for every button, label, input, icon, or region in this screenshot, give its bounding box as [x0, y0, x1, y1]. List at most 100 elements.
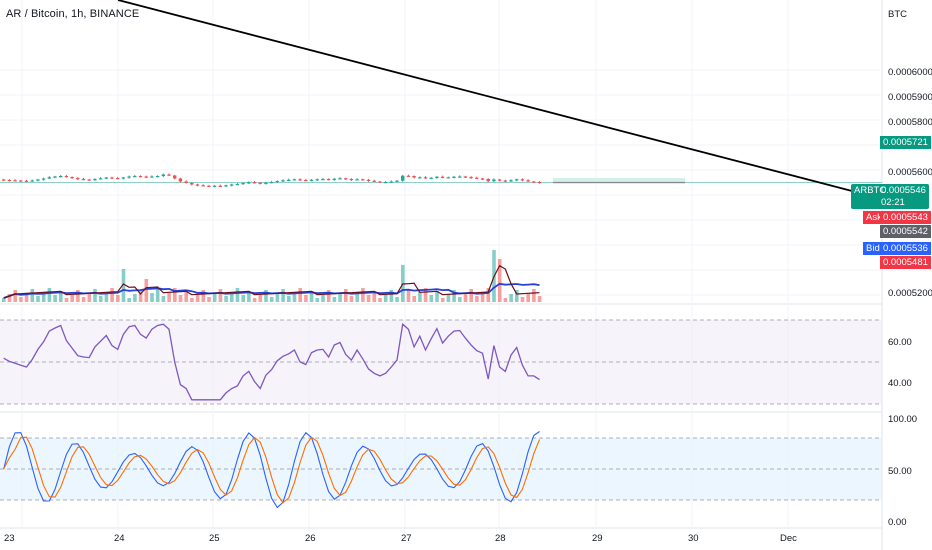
volume-bar: [19, 297, 23, 302]
candle: [532, 180, 536, 183]
stoch-rsi-pane[interactable]: [0, 431, 882, 509]
candle-body: [287, 179, 291, 181]
volume-bar: [247, 291, 251, 302]
candle: [150, 175, 154, 178]
volume-bar: [70, 294, 74, 302]
candle: [372, 179, 376, 183]
candle: [53, 175, 57, 179]
price-label: 0.0005600: [888, 167, 932, 178]
candle: [155, 175, 160, 178]
candle: [190, 182, 194, 186]
candle: [76, 177, 80, 181]
volume-bar: [13, 290, 17, 302]
candle-body: [13, 180, 17, 182]
volume-bar: [93, 289, 97, 302]
candle-body: [492, 179, 496, 182]
candle: [30, 179, 34, 182]
candle: [475, 176, 479, 180]
volume-bar: [480, 292, 485, 302]
volume-bar: [64, 298, 69, 302]
volume-bar: [515, 290, 519, 302]
candle: [497, 178, 502, 182]
volume-bar: [59, 291, 63, 302]
volume-bar: [532, 289, 536, 302]
candle-body: [36, 179, 40, 181]
candle: [378, 180, 382, 183]
candle: [252, 181, 257, 184]
time-label: 24: [114, 533, 125, 544]
volume-bar: [195, 294, 200, 302]
last-price-tag: ARBTC 0.0005546 02:21: [851, 184, 929, 209]
candle: [520, 178, 525, 182]
price-label: 0.0005900: [888, 92, 932, 103]
candle-body: [121, 177, 126, 179]
candle: [492, 178, 496, 182]
candle-body: [383, 182, 388, 184]
volume-bar: [344, 289, 348, 302]
candle-body: [81, 179, 86, 181]
volume-bar: [475, 296, 479, 302]
target-zone: [553, 177, 685, 183]
stoch-d-line: [3, 436, 541, 504]
volume-bar: [326, 290, 331, 302]
candle: [321, 177, 325, 181]
stoch-label: 50.00: [888, 466, 912, 477]
ask-label: Ask: [863, 211, 885, 224]
ask-price: 0.0005543: [880, 211, 931, 224]
candle: [486, 178, 490, 183]
candles[interactable]: [2, 173, 542, 188]
volume-bar: [537, 296, 542, 302]
candle: [406, 174, 411, 177]
candle-body: [338, 178, 342, 180]
volume-bar: [212, 293, 217, 302]
candle-body: [537, 182, 542, 184]
volume-bar: [104, 292, 109, 302]
candle-body: [138, 176, 143, 178]
symbol-label: ARBTC: [854, 185, 887, 196]
volume-bar: [207, 297, 211, 302]
candle-body: [178, 178, 183, 182]
candle: [458, 175, 462, 178]
rsi-pane[interactable]: [0, 319, 882, 405]
volume-bar: [378, 298, 382, 302]
candle: [315, 178, 319, 181]
volume-bar: [150, 293, 154, 302]
volume-bar: [2, 298, 6, 302]
candle-body: [463, 176, 468, 178]
candle-body: [150, 176, 154, 178]
candle: [258, 182, 262, 185]
time-label: Dec: [780, 533, 797, 544]
candle-body: [275, 181, 279, 183]
candle-body: [218, 185, 222, 187]
volume-pane[interactable]: [2, 250, 542, 302]
stoch-label: 100.00: [888, 414, 917, 425]
candle-body: [366, 179, 371, 181]
candle: [515, 178, 519, 182]
price-axis[interactable]: BTC 0.0006000 0.0005900 0.0005800 0.0005…: [888, 9, 932, 299]
candle-body: [7, 180, 12, 182]
bar-countdown: 02:21: [881, 197, 905, 208]
volume-bar: [355, 292, 359, 302]
candle-body: [452, 176, 456, 178]
candle: [383, 181, 388, 184]
volume-bar: [241, 295, 245, 302]
time-axis[interactable]: 23 24 25 26 27 28 29 30 Dec: [4, 533, 797, 544]
volume-bar: [520, 297, 525, 302]
stop-zone: [553, 182, 685, 184]
volume-bar: [469, 289, 473, 302]
candle-body: [321, 179, 325, 181]
candle-body: [2, 179, 6, 181]
candle: [247, 181, 251, 185]
volume-bar: [412, 296, 416, 302]
current-price-gray: 0.0005542: [880, 225, 931, 238]
trendline[interactable]: [117, 0, 853, 192]
candle: [304, 178, 308, 182]
candle-body: [406, 175, 411, 177]
candle-body: [195, 184, 200, 186]
candle-body: [326, 179, 331, 181]
candle-body: [24, 180, 29, 182]
position-tool[interactable]: [553, 177, 685, 184]
candle-body: [104, 177, 108, 179]
candle-body: [224, 185, 228, 187]
